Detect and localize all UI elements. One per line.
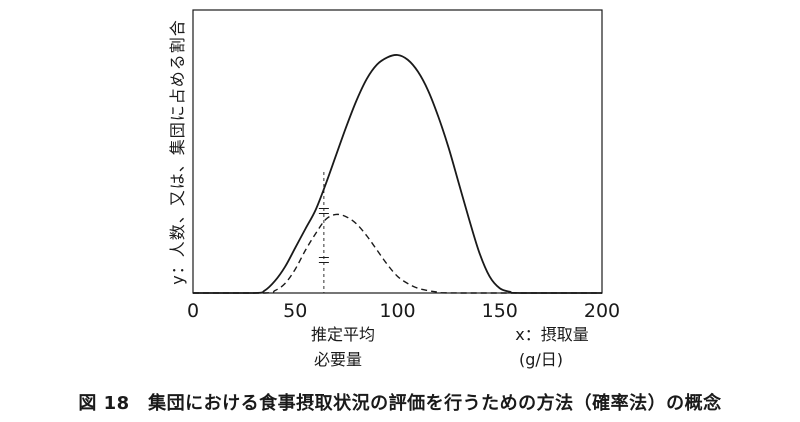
x-tick-label: 200 [584,300,620,322]
x-tick-label: 150 [482,300,518,322]
figure-caption: 図 18 集団における食事摂取状況の評価を行うための方法（確率法）の概念 [78,393,722,414]
x-axis-unit: (g/日) [519,350,563,369]
plot-frame [192,9,603,294]
x-tick-label: 0 [187,300,199,322]
x-tick-label: 50 [283,300,307,322]
x-tick-label: 100 [379,300,415,322]
solid-curve [192,54,602,294]
dashed-curve [192,213,602,294]
ear-label-line1: 推定平均 [311,325,375,344]
y-axis-label: y：人数、又は、集団に占める割合 [168,19,187,284]
ear-label-line2: 必要量 [314,350,362,369]
x-axis-label: x：摂取量 [515,325,588,344]
